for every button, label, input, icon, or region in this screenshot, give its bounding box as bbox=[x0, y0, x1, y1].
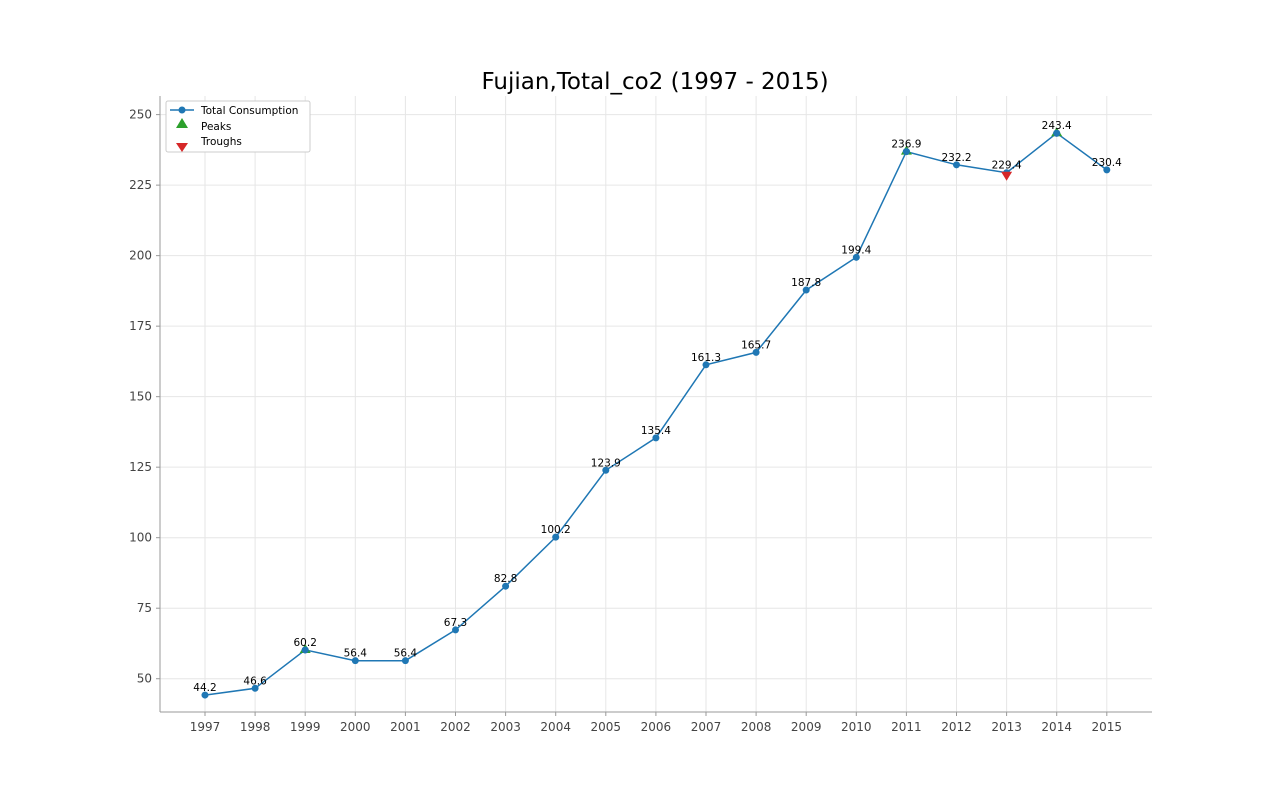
peak-trough-markers bbox=[299, 127, 1063, 654]
data-label: 56.4 bbox=[394, 648, 418, 660]
x-tick-label: 2004 bbox=[540, 720, 571, 734]
data-label: 230.4 bbox=[1092, 157, 1122, 169]
data-point-overlay bbox=[902, 148, 910, 156]
data-label: 165.7 bbox=[741, 339, 771, 351]
y-tick-label: 50 bbox=[137, 672, 152, 686]
x-tick-label: 2008 bbox=[741, 720, 772, 734]
data-point bbox=[452, 626, 459, 634]
x-ticks: 1997 1998 1999 2000 2001 2002 2003 2004 2005 2006… bbox=[190, 712, 1122, 734]
x-tick-label: 2007 bbox=[691, 720, 722, 734]
legend-peak-swatch bbox=[176, 118, 188, 128]
y-ticks: 50 75 100 125 150 175 200 225 250 bbox=[129, 108, 160, 686]
chart-title: Fujian,Total_co2 (1997 - 2015) bbox=[481, 69, 828, 95]
y-tick-label: 250 bbox=[129, 108, 152, 122]
data-label: 56.4 bbox=[344, 648, 368, 660]
data-point bbox=[652, 434, 660, 442]
data-label: 135.4 bbox=[641, 425, 671, 437]
legend: Total Consumption Peaks Troughs bbox=[165, 100, 311, 153]
legend-label-series: Total Consumption bbox=[200, 105, 298, 117]
data-point bbox=[251, 684, 259, 692]
legend-box bbox=[165, 100, 311, 153]
data-point bbox=[802, 286, 810, 294]
data-label: 46.6 bbox=[243, 675, 267, 687]
data-label: 199.4 bbox=[841, 244, 871, 256]
y-tick-label: 150 bbox=[129, 390, 152, 404]
legend-marker-swatch bbox=[178, 106, 186, 114]
data-label: 236.9 bbox=[891, 139, 921, 151]
x-tick-label: 2002 bbox=[440, 720, 471, 734]
data-point bbox=[702, 361, 710, 369]
data-point bbox=[351, 657, 359, 665]
data-label: 44.2 bbox=[193, 682, 216, 694]
data-label: 161.3 bbox=[691, 352, 721, 364]
data-label: 82.8 bbox=[494, 573, 517, 585]
data-point bbox=[201, 691, 209, 699]
grid bbox=[160, 96, 1152, 712]
data-label: 67.3 bbox=[444, 617, 467, 629]
x-tick-label: 2013 bbox=[991, 720, 1022, 734]
data-label: 232.2 bbox=[941, 152, 971, 164]
legend-trough-swatch bbox=[176, 143, 188, 152]
x-tick-label: 2000 bbox=[340, 720, 371, 734]
x-tick-label: 2010 bbox=[841, 720, 872, 734]
x-tick-label: 2006 bbox=[641, 720, 672, 734]
data-point bbox=[953, 161, 960, 169]
data-point bbox=[401, 657, 409, 665]
data-label: 123.9 bbox=[591, 457, 621, 469]
x-tick-label: 2009 bbox=[791, 720, 822, 734]
trough-marker bbox=[1001, 171, 1013, 181]
data-label: 100.2 bbox=[541, 524, 571, 536]
data-point bbox=[502, 582, 510, 590]
y-tick-label: 100 bbox=[129, 531, 152, 545]
x-tick-label: 1998 bbox=[240, 720, 271, 734]
x-tick-label: 2001 bbox=[390, 720, 421, 734]
data-labels: 44.2 46.6 60.2 56.4 56.4 67.3 82.8 100.2 123.9 13… bbox=[193, 120, 1122, 694]
legend-label-peaks: Peaks bbox=[201, 121, 231, 133]
data-point bbox=[1103, 166, 1111, 174]
y-tick-label: 175 bbox=[129, 319, 152, 333]
y-tick-label: 200 bbox=[129, 249, 152, 263]
x-tick-label: 2005 bbox=[591, 720, 622, 734]
x-tick-label: 2011 bbox=[891, 720, 922, 734]
data-point bbox=[602, 466, 610, 474]
data-label: 243.4 bbox=[1042, 120, 1072, 132]
legend-label-troughs: Troughs bbox=[200, 136, 242, 148]
y-tick-label: 75 bbox=[137, 601, 152, 615]
data-point-overlay bbox=[301, 646, 309, 654]
data-point-overlay bbox=[1053, 129, 1061, 137]
data-point bbox=[552, 533, 560, 541]
data-label: 229.4 bbox=[992, 160, 1022, 172]
data-point bbox=[852, 253, 860, 261]
y-tick-label: 125 bbox=[129, 460, 152, 474]
y-tick-label: 225 bbox=[129, 178, 152, 192]
x-tick-label: 1999 bbox=[290, 720, 321, 734]
x-tick-label: 2012 bbox=[941, 720, 972, 734]
x-tick-label: 2003 bbox=[490, 720, 521, 734]
data-point bbox=[752, 348, 760, 356]
data-label: 60.2 bbox=[294, 637, 317, 649]
x-tick-label: 1997 bbox=[190, 720, 221, 734]
data-label: 187.8 bbox=[791, 277, 821, 289]
x-tick-label: 2015 bbox=[1092, 720, 1123, 734]
x-tick-label: 2014 bbox=[1041, 720, 1072, 734]
